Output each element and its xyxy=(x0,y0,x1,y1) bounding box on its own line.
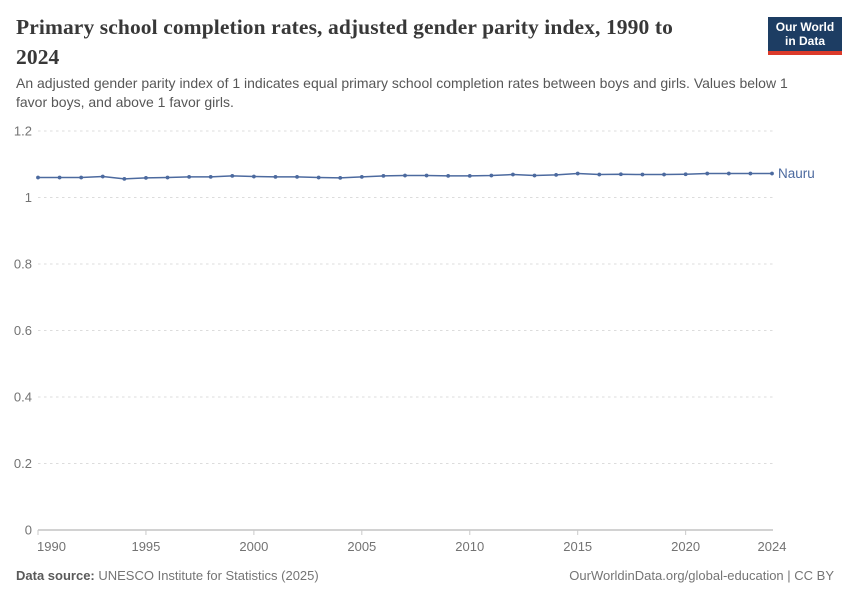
owid-logo[interactable]: Our World in Data xyxy=(768,17,842,55)
data-point[interactable] xyxy=(424,173,429,178)
data-point[interactable] xyxy=(316,175,321,180)
owid-logo-line2: in Data xyxy=(784,34,825,48)
owid-logo-line1: Our World xyxy=(775,20,835,34)
data-point[interactable] xyxy=(575,171,580,176)
data-point[interactable] xyxy=(165,175,170,180)
chart-subtitle: An adjusted gender parity index of 1 ind… xyxy=(16,75,788,110)
y-tick-label: 0.4 xyxy=(14,390,32,405)
data-point[interactable] xyxy=(187,174,192,179)
data-point[interactable] xyxy=(230,173,235,178)
data-point[interactable] xyxy=(511,172,515,177)
data-point[interactable] xyxy=(36,175,40,180)
data-point[interactable] xyxy=(705,171,710,176)
data-source-text: UNESCO Institute for Statistics (2025) xyxy=(94,568,319,583)
y-tick-label: 0.8 xyxy=(14,257,32,272)
data-point[interactable] xyxy=(748,171,753,176)
data-point[interactable] xyxy=(554,172,559,177)
data-point[interactable] xyxy=(273,174,278,179)
x-tick-label: 2024 xyxy=(758,539,787,554)
y-tick-label: 0.2 xyxy=(14,456,32,471)
y-tick-label: 0 xyxy=(25,523,32,538)
data-point[interactable] xyxy=(683,172,688,177)
data-point[interactable] xyxy=(532,173,537,178)
owid-url-link[interactable]: OurWorldinData.org/global-education | CC… xyxy=(569,568,834,583)
data-source: Data source: UNESCO Institute for Statis… xyxy=(16,568,319,583)
x-tick-label: 1995 xyxy=(131,539,160,554)
data-point[interactable] xyxy=(381,173,386,178)
data-point[interactable] xyxy=(295,174,299,179)
x-tick-label: 2000 xyxy=(239,539,268,554)
line-chart[interactable]: 0 0.2 0.4 0.6 0.8 1 1.2 1990 1995 2000 2005 2010 201… xyxy=(0,118,850,568)
entity-label[interactable]: Nauru xyxy=(778,166,815,181)
data-point[interactable] xyxy=(359,174,364,179)
x-tick-label: 1990 xyxy=(37,539,66,554)
y-tick-label: 1.2 xyxy=(14,124,32,139)
y-tick-label: 1 xyxy=(25,190,32,205)
data-point[interactable] xyxy=(467,173,472,178)
data-point[interactable] xyxy=(618,172,623,177)
data-point[interactable] xyxy=(640,172,645,177)
data-point[interactable] xyxy=(100,174,105,179)
data-point[interactable] xyxy=(770,171,774,176)
data-point[interactable] xyxy=(79,175,84,180)
x-tick-label: 2020 xyxy=(671,539,700,554)
data-point[interactable] xyxy=(726,171,731,176)
data-point[interactable] xyxy=(662,172,666,177)
data-point[interactable] xyxy=(144,175,148,180)
data-point[interactable] xyxy=(122,176,127,181)
chart-footer: Data source: UNESCO Institute for Statis… xyxy=(16,568,834,583)
x-tick-label: 2015 xyxy=(563,539,592,554)
data-point[interactable] xyxy=(489,173,494,178)
data-point[interactable] xyxy=(338,175,343,180)
data-point[interactable] xyxy=(597,172,602,177)
chart-title: Primary school completion rates, adjuste… xyxy=(16,15,673,69)
y-tick-label: 0.6 xyxy=(14,323,32,338)
x-tick-label: 2010 xyxy=(455,539,484,554)
data-point[interactable] xyxy=(446,173,451,178)
data-point[interactable] xyxy=(403,173,407,178)
data-point[interactable] xyxy=(57,175,62,180)
x-tick-label: 2005 xyxy=(347,539,376,554)
data-point[interactable] xyxy=(208,174,213,179)
data-source-label: Data source: xyxy=(16,568,95,583)
data-point[interactable] xyxy=(251,174,256,179)
